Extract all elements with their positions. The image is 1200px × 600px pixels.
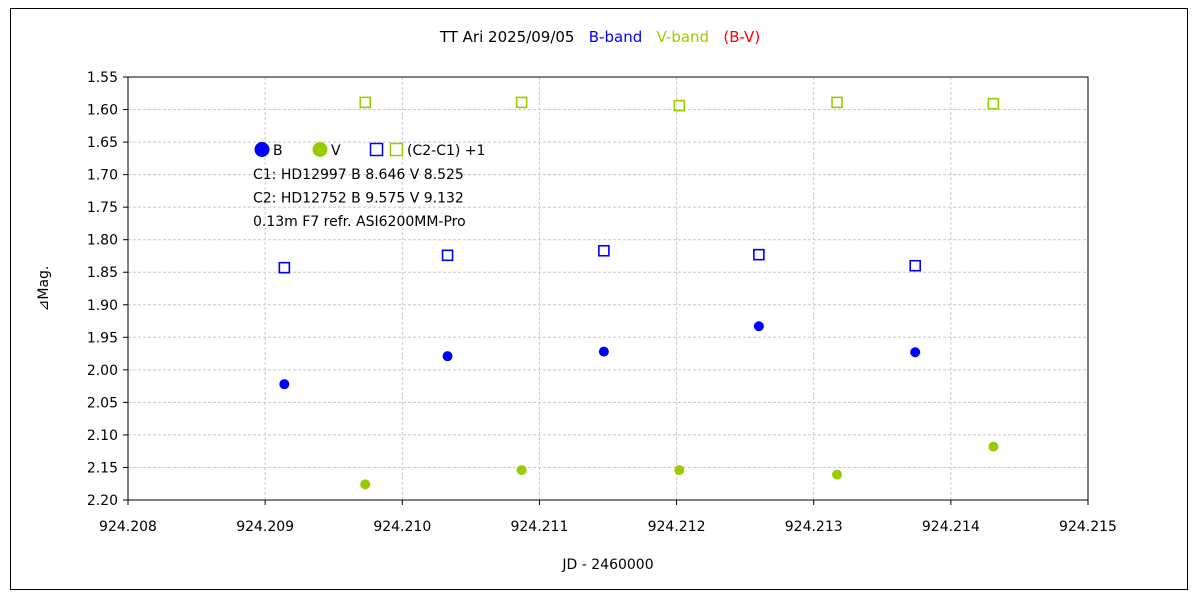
data-point bbox=[360, 479, 371, 490]
data-point bbox=[987, 97, 1000, 110]
data-point bbox=[515, 96, 528, 109]
y-tick-label: 1.65 bbox=[87, 135, 118, 151]
x-tick-label: 924.214 bbox=[922, 519, 980, 535]
data-point bbox=[832, 469, 843, 480]
chart-title: TT Ari 2025/09/05 B-band V-band (B-V) bbox=[439, 28, 760, 46]
y-tick-label: 2.00 bbox=[87, 363, 118, 379]
legend-label-v: V bbox=[331, 143, 341, 159]
y-tick-label: 2.05 bbox=[87, 395, 118, 411]
y-tick-label: 1.90 bbox=[87, 298, 118, 314]
legend-marker-b bbox=[254, 142, 270, 157]
legend-label-diff: (C2-C1) +1 bbox=[407, 143, 485, 159]
x-tick-label: 924.215 bbox=[1059, 519, 1117, 535]
legend-marker-v bbox=[312, 142, 328, 157]
y-tick-label: 1.70 bbox=[87, 168, 118, 184]
data-point bbox=[909, 259, 922, 272]
data-point bbox=[359, 96, 372, 109]
y-tick-label: 2.20 bbox=[87, 493, 118, 509]
plot-area bbox=[127, 76, 1089, 501]
data-point bbox=[674, 465, 685, 476]
x-tick-label: 924.212 bbox=[648, 519, 706, 535]
title-part: B-band bbox=[574, 28, 642, 46]
data-point bbox=[442, 351, 453, 362]
x-tick-label: 924.211 bbox=[510, 519, 568, 535]
legend-info-line: C1: HD12997 B 8.646 V 8.525 bbox=[253, 167, 464, 183]
legend-info-line: C2: HD12752 B 9.575 V 9.132 bbox=[253, 191, 464, 207]
y-tick-label: 1.55 bbox=[87, 70, 118, 86]
data-point bbox=[831, 96, 843, 109]
title-part: (B-V) bbox=[709, 28, 760, 46]
data-point bbox=[441, 249, 454, 262]
data-point bbox=[598, 244, 610, 257]
legend-marker-square-b bbox=[369, 142, 384, 157]
y-axis-label: ⊿Mag. bbox=[36, 266, 52, 312]
legend-label-b: B bbox=[273, 143, 283, 159]
x-tick-label: 924.213 bbox=[785, 519, 843, 535]
data-point bbox=[910, 347, 921, 358]
data-point bbox=[516, 465, 527, 476]
y-tick-label: 1.60 bbox=[87, 103, 118, 119]
legend-marker-square-v bbox=[389, 142, 404, 157]
data-point bbox=[598, 346, 609, 357]
data-point bbox=[988, 441, 999, 452]
chart-frame bbox=[10, 8, 1188, 590]
title-part: V-band bbox=[642, 28, 709, 46]
data-point bbox=[673, 99, 686, 112]
x-tick-label: 924.210 bbox=[373, 519, 431, 535]
x-tick-label: 924.208 bbox=[99, 519, 157, 535]
x-tick-label: 924.209 bbox=[236, 519, 294, 535]
legend-info-line: 0.13m F7 refr. ASI6200MM-Pro bbox=[253, 214, 466, 230]
y-tick-label: 1.80 bbox=[87, 233, 118, 249]
title-part: TT Ari 2025/09/05 bbox=[439, 28, 575, 46]
y-tick-label: 1.95 bbox=[87, 330, 118, 346]
y-tick-label: 1.85 bbox=[87, 265, 118, 281]
y-tick-label: 2.15 bbox=[87, 460, 118, 476]
x-axis-label: JD - 2460000 bbox=[561, 557, 653, 573]
data-point bbox=[278, 261, 291, 274]
y-tick-label: 2.10 bbox=[87, 428, 118, 444]
data-point bbox=[753, 248, 765, 261]
data-point bbox=[279, 379, 290, 390]
y-tick-label: 1.75 bbox=[87, 200, 118, 216]
data-point bbox=[753, 321, 764, 332]
